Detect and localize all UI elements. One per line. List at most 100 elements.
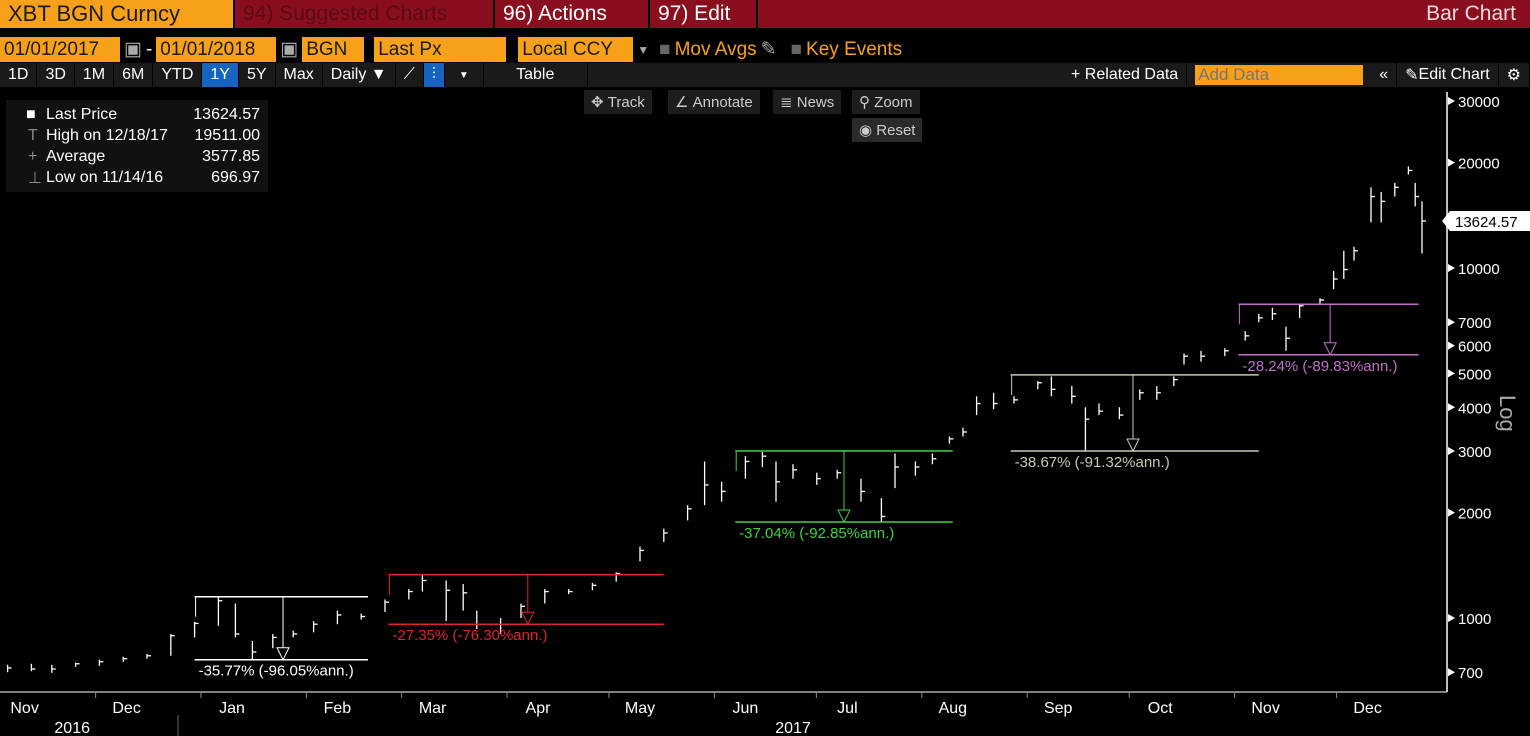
field-input[interactable]: Last Px — [374, 37, 507, 62]
period-6m[interactable]: 6M — [114, 63, 154, 87]
legend-label: Last Price — [46, 105, 118, 123]
mov-avgs-checkbox[interactable]: ■ — [659, 38, 671, 60]
y-tick-label: 1000 — [1458, 611, 1491, 628]
y-tick-label: 3000 — [1458, 444, 1491, 461]
date-separator: - — [145, 38, 153, 60]
calendar-icon[interactable]: ▣ — [124, 39, 142, 60]
legend-row: ⊥ Low on 11/14/16 696.97 — [6, 167, 268, 188]
news-label: News — [796, 93, 835, 111]
y-tick — [1448, 614, 1455, 622]
legend-marker-icon: + — [28, 147, 38, 165]
actions-menu[interactable]: 96) Actions — [495, 0, 650, 28]
x-tick-label: Nov — [1251, 700, 1279, 717]
drawdown-label: -38.67% (-91.32%ann.) — [1015, 454, 1170, 471]
start-date-input[interactable]: 01/01/2017 — [0, 37, 120, 62]
x-tick-label: Sep — [1044, 700, 1073, 717]
last-price-label: 13624.57 — [1455, 214, 1518, 231]
period-5y[interactable]: 5Y — [239, 63, 276, 87]
frequency-select[interactable]: Daily ▼ — [323, 63, 396, 87]
legend: ■ Last Price 13624.57 T High on 12/18/17 1951… — [6, 100, 268, 192]
legend-marker-icon: ■ — [26, 105, 36, 123]
currency-select[interactable]: Local CCY — [518, 37, 634, 62]
end-date-input[interactable]: 01/01/2018 — [156, 37, 277, 62]
period-max[interactable]: Max — [276, 63, 323, 87]
add-data-input[interactable] — [1195, 65, 1364, 85]
y-tick — [1448, 668, 1455, 677]
edit-chart-button[interactable]: ✎ Edit Chart — [1397, 63, 1499, 87]
drawdown-label: -28.24% (-89.83%ann.) — [1242, 358, 1397, 375]
y-tick-label: 5000 — [1458, 366, 1491, 383]
news-button[interactable]: ≣ News — [773, 90, 842, 114]
related-data-button[interactable]: + Related Data — [1063, 63, 1188, 87]
zoom-button[interactable]: ⚲ Zoom — [852, 90, 920, 114]
y-axis-label: Log — [1495, 395, 1520, 432]
header-bar: XBT BGN Curncy 94) Suggested Charts 96) … — [0, 0, 1530, 28]
controls-bar: 01/01/2017 ▣ - 01/01/2018 ▣ BGN Last Px L… — [0, 37, 1530, 62]
zoom-label: Zoom — [874, 93, 913, 111]
y-tick — [1448, 508, 1455, 517]
mov-avgs-label[interactable]: Mov Avgs — [674, 38, 757, 60]
edit-chart-label: Edit Chart — [1418, 66, 1490, 83]
y-tick — [1448, 97, 1455, 106]
y-tick — [1448, 264, 1455, 272]
table-button[interactable]: Table — [484, 63, 588, 87]
collapse-icon[interactable]: « — [1371, 63, 1398, 87]
legend-marker-icon: ⊥ — [28, 169, 42, 187]
chart-type-dropdown[interactable]: ▼ — [445, 63, 484, 87]
x-tick-label: Jun — [733, 700, 759, 717]
pencil-icon[interactable]: ✎ — [760, 39, 777, 60]
y-tick — [1448, 369, 1455, 378]
reset-button[interactable]: ◉ Reset — [852, 118, 923, 142]
annotate-label: Annotate — [692, 93, 753, 111]
legend-row: + Average 3577.85 — [6, 146, 268, 167]
x-tick-label: Mar — [419, 700, 447, 717]
line-chart-icon[interactable]: ⟋ — [396, 63, 424, 87]
suggested-charts-menu[interactable]: 94) Suggested Charts — [235, 0, 495, 28]
drawdown-arrow-icon — [837, 509, 851, 524]
legend-value: 13624.57 — [193, 105, 260, 123]
key-events-checkbox[interactable]: ■ — [790, 38, 803, 60]
x-tick-label: Jul — [837, 700, 857, 717]
ticker-field[interactable]: XBT BGN Curncy — [0, 0, 235, 28]
legend-value: 19511.00 — [194, 126, 260, 144]
gear-icon[interactable]: ⚙ — [1499, 63, 1530, 87]
period-1d[interactable]: 1D — [0, 63, 38, 87]
track-label: Track — [607, 93, 645, 111]
edit-menu[interactable]: 97) Edit — [650, 0, 758, 28]
year-label: 2017 — [775, 720, 811, 736]
period-3d[interactable]: 3D — [37, 63, 75, 87]
toolbar: 1D 3D 1M 6M YTD 1Y 5Y Max Daily ▼ ⟋ ⫶ ▼ Table +… — [0, 63, 1530, 87]
x-tick-label: Oct — [1148, 700, 1173, 717]
drawdown-label: -35.77% (-96.05%ann.) — [199, 663, 354, 680]
source-input[interactable]: BGN — [302, 37, 365, 62]
drawdown-arrow-icon — [1126, 438, 1140, 453]
x-tick-label: Nov — [10, 700, 38, 717]
y-tick — [1448, 341, 1455, 350]
y-tick-label: 700 — [1458, 665, 1483, 682]
y-tick — [1448, 447, 1455, 456]
period-1y[interactable]: 1Y — [202, 63, 239, 87]
key-events-label[interactable]: Key Events — [806, 38, 903, 60]
pencil-icon: ✎ — [1405, 67, 1419, 84]
period-1m[interactable]: 1M — [75, 63, 115, 87]
y-tick-label: 4000 — [1458, 400, 1491, 417]
y-tick-label: 30000 — [1458, 94, 1500, 111]
calendar-icon[interactable]: ▣ — [280, 39, 299, 60]
legend-label: Low on 11/14/16 — [46, 168, 164, 186]
period-ytd[interactable]: YTD — [153, 63, 203, 87]
x-tick-label: Apr — [526, 700, 552, 717]
y-tick — [1448, 318, 1455, 327]
track-button[interactable]: ✥ Track — [584, 90, 652, 114]
year-label: 2016 — [54, 720, 90, 736]
y-tick-label: 2000 — [1458, 506, 1491, 523]
bar-chart-icon[interactable]: ⫶ — [423, 63, 445, 87]
legend-value: 3577.85 — [202, 147, 260, 165]
annotate-button[interactable]: ∠ Annotate — [668, 90, 760, 114]
y-tick — [1448, 158, 1455, 167]
x-tick-label: Dec — [112, 700, 140, 717]
x-tick-label: Aug — [939, 700, 967, 717]
chevron-down-icon[interactable]: ▼ — [637, 42, 650, 57]
drawdown-arrow-icon — [1323, 342, 1338, 356]
x-tick-label: Dec — [1353, 700, 1381, 717]
legend-row: T High on 12/18/17 19511.00 — [6, 125, 268, 146]
